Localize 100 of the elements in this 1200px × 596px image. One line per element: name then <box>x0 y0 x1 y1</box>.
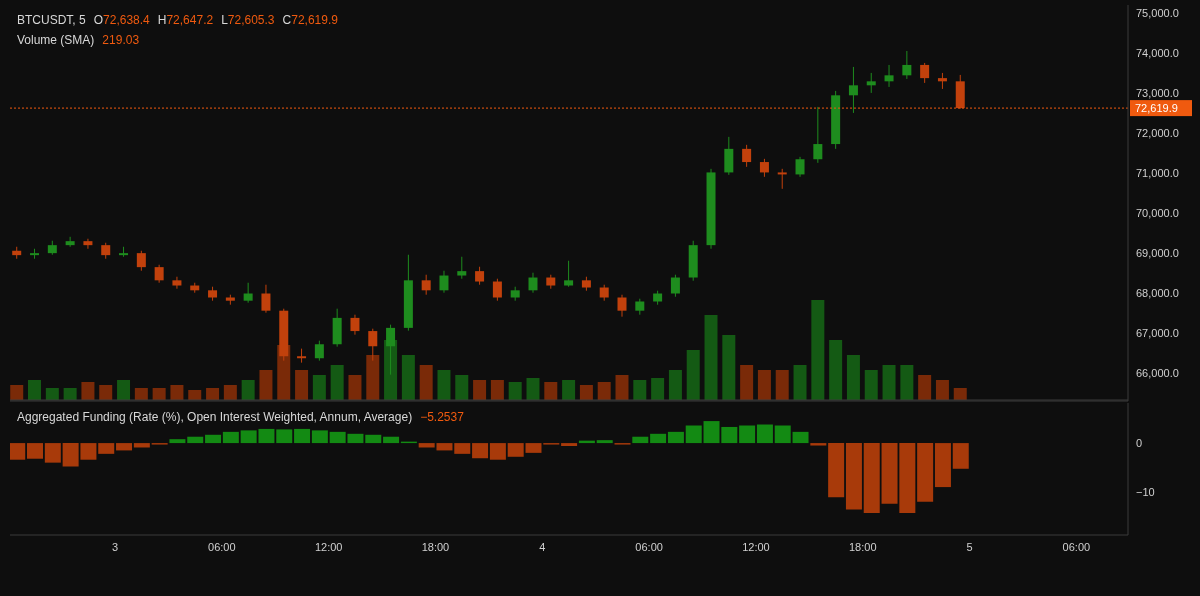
bar <box>116 443 133 451</box>
x-tick-label: 06:00 <box>208 540 236 553</box>
text: BTCUSDT, 5 <box>17 13 86 27</box>
bar <box>561 443 578 447</box>
bar <box>473 380 487 400</box>
bar <box>740 365 754 400</box>
bar <box>650 433 667 444</box>
candlestick <box>670 274 680 298</box>
bar <box>276 429 293 444</box>
ref-line-label: 72,619.9 <box>1135 102 1178 115</box>
annotation: C72,619.9 <box>282 13 338 27</box>
bar <box>134 388 148 400</box>
bar <box>917 443 934 502</box>
bar <box>632 436 649 444</box>
candlestick <box>350 314 360 336</box>
y-tick-label: −10 <box>1136 485 1155 498</box>
bar <box>845 443 862 510</box>
bar <box>918 375 932 400</box>
y-tick-label: 66,000.0 <box>1136 366 1179 379</box>
candlestick <box>492 278 502 302</box>
candlestick <box>528 272 538 294</box>
bar <box>419 365 433 400</box>
candlestick <box>261 284 271 314</box>
candlestick <box>421 274 431 296</box>
bar <box>10 443 26 460</box>
bar <box>685 425 702 444</box>
bar <box>846 355 860 400</box>
x-tick-label: 12:00 <box>314 540 343 553</box>
bar <box>81 382 95 400</box>
candlestick <box>439 270 449 294</box>
bar <box>810 443 827 446</box>
x-tick-label: 18:00 <box>421 540 450 553</box>
bar <box>668 370 682 400</box>
bar <box>651 378 665 400</box>
y-tick-label: 67,000.0 <box>1136 326 1179 339</box>
bar <box>223 385 237 400</box>
bar <box>222 431 239 444</box>
y-tick-label: 70,000.0 <box>1136 206 1179 219</box>
bar <box>99 385 113 400</box>
bar <box>633 380 647 400</box>
candlestick <box>724 136 734 176</box>
bar <box>63 388 77 400</box>
y-tick-label: 69,000.0 <box>1136 246 1179 259</box>
bar <box>900 365 914 400</box>
y-tick-label: 72,000.0 <box>1136 126 1179 139</box>
bar <box>667 431 684 444</box>
bar <box>756 424 773 444</box>
candlestick <box>65 236 75 248</box>
bar <box>294 428 311 444</box>
bar <box>44 443 61 463</box>
candlestick <box>795 156 805 178</box>
bar <box>312 375 326 400</box>
bar <box>562 380 576 400</box>
bar <box>152 388 166 400</box>
bar <box>863 443 880 513</box>
bar <box>187 436 204 444</box>
bar <box>206 388 220 400</box>
bar <box>793 365 807 400</box>
bar <box>454 443 471 454</box>
bar <box>811 300 825 400</box>
bar <box>366 355 380 400</box>
bar <box>133 443 150 448</box>
bar <box>792 431 809 444</box>
y-tick-label: 75,000.0 <box>1136 6 1179 19</box>
bar <box>526 378 540 400</box>
bar <box>472 443 489 459</box>
bar <box>597 382 611 400</box>
bar <box>615 375 629 400</box>
bar <box>259 370 273 400</box>
bar <box>596 440 613 444</box>
candlestick <box>920 62 930 84</box>
bar <box>775 370 789 400</box>
x-tick-label: 06:00 <box>635 540 663 553</box>
bar <box>295 370 309 400</box>
bar <box>169 439 186 444</box>
y-tick-label: 74,000.0 <box>1136 46 1179 59</box>
candlestick <box>83 238 93 250</box>
x-tick-label: 12:00 <box>742 540 770 553</box>
x-tick-label: 18:00 <box>848 540 877 553</box>
x-tick-label: 5 <box>966 540 973 553</box>
bar <box>489 443 506 460</box>
candlestick <box>457 256 467 280</box>
y-tick-label: 68,000.0 <box>1136 286 1179 299</box>
candlestick <box>136 250 146 272</box>
bar <box>365 434 382 444</box>
y-tick-label: 0 <box>1136 436 1143 449</box>
annotation: L72,605.3 <box>221 13 275 27</box>
bar <box>117 380 131 400</box>
bar <box>401 355 415 400</box>
chart-title: Volume (SMA) <box>17 33 95 47</box>
bar <box>828 443 845 498</box>
candlestick <box>848 66 858 114</box>
bar <box>330 365 344 400</box>
bar <box>934 443 951 488</box>
x-tick-label: 4 <box>539 540 546 553</box>
candlestick <box>902 50 912 80</box>
bar <box>952 443 969 469</box>
x-tick-label: 06:00 <box>1062 540 1091 553</box>
bar <box>774 425 791 444</box>
bar <box>98 443 115 454</box>
